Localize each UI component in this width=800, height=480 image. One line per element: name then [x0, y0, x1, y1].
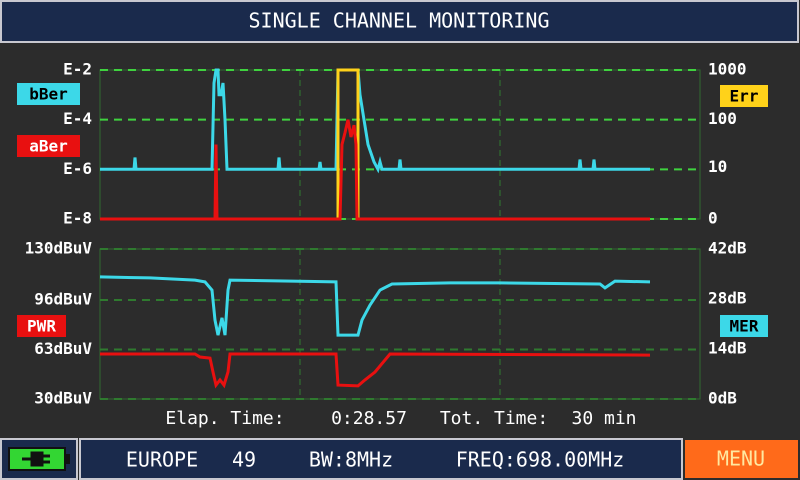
series-line — [100, 352, 651, 389]
elapsed-label: Elap. Time: — [165, 408, 284, 429]
legend-box — [17, 83, 80, 105]
y-tick-label: E-4 — [63, 109, 92, 128]
series-line — [100, 119, 650, 221]
status-bar — [79, 438, 683, 480]
bandwidth: BW:8MHz — [309, 448, 393, 472]
y2-tick-label: 0 — [708, 209, 718, 228]
plug-icon — [22, 451, 50, 467]
header-bar — [0, 0, 799, 43]
menu-button[interactable] — [685, 440, 798, 478]
y2-tick-label: 14dB — [708, 339, 747, 358]
series-line — [100, 68, 650, 174]
legend-box — [720, 85, 768, 107]
elapsed-time: 0:28.57 — [331, 408, 407, 429]
legend-box — [17, 135, 80, 157]
battery-tip — [65, 454, 70, 464]
legend-label: PWR — [27, 317, 56, 336]
menu-label[interactable]: MENU — [717, 447, 765, 471]
y-tick-label: E-6 — [63, 159, 92, 178]
header-title: SINGLE CHANNEL MONITORING — [248, 9, 549, 33]
legend-label: aBer — [29, 137, 68, 156]
legend-box — [720, 315, 768, 337]
legend-label: Err — [730, 87, 759, 106]
total-label: Tot. Time: — [440, 408, 548, 429]
y-tick-label: E-8 — [63, 209, 92, 228]
y-tick-label: 130dBuV — [25, 239, 93, 258]
channel: 49 — [232, 448, 256, 472]
series-line — [99, 275, 651, 337]
y2-tick-label: 42dB — [708, 239, 747, 258]
total-time: 30 min — [571, 408, 636, 429]
y2-tick-label: 1000 — [708, 60, 747, 79]
legend-box — [17, 315, 66, 337]
y2-tick-label: 10 — [708, 157, 727, 176]
y2-tick-label: 28dB — [708, 289, 747, 308]
y-tick-label: 30dBuV — [34, 389, 92, 408]
y-tick-label: E-2 — [63, 60, 92, 79]
y2-tick-label: 0dB — [708, 389, 737, 408]
frequency: FREQ:698.00MHz — [456, 448, 625, 472]
y2-tick-label: 100 — [708, 109, 737, 128]
legend-label: bBer — [29, 85, 68, 104]
standard: EUROPE — [126, 448, 198, 472]
legend-label: MER — [730, 317, 759, 336]
y-tick-label: 63dBuV — [34, 339, 92, 358]
y-tick-label: 96dBuV — [34, 290, 92, 309]
